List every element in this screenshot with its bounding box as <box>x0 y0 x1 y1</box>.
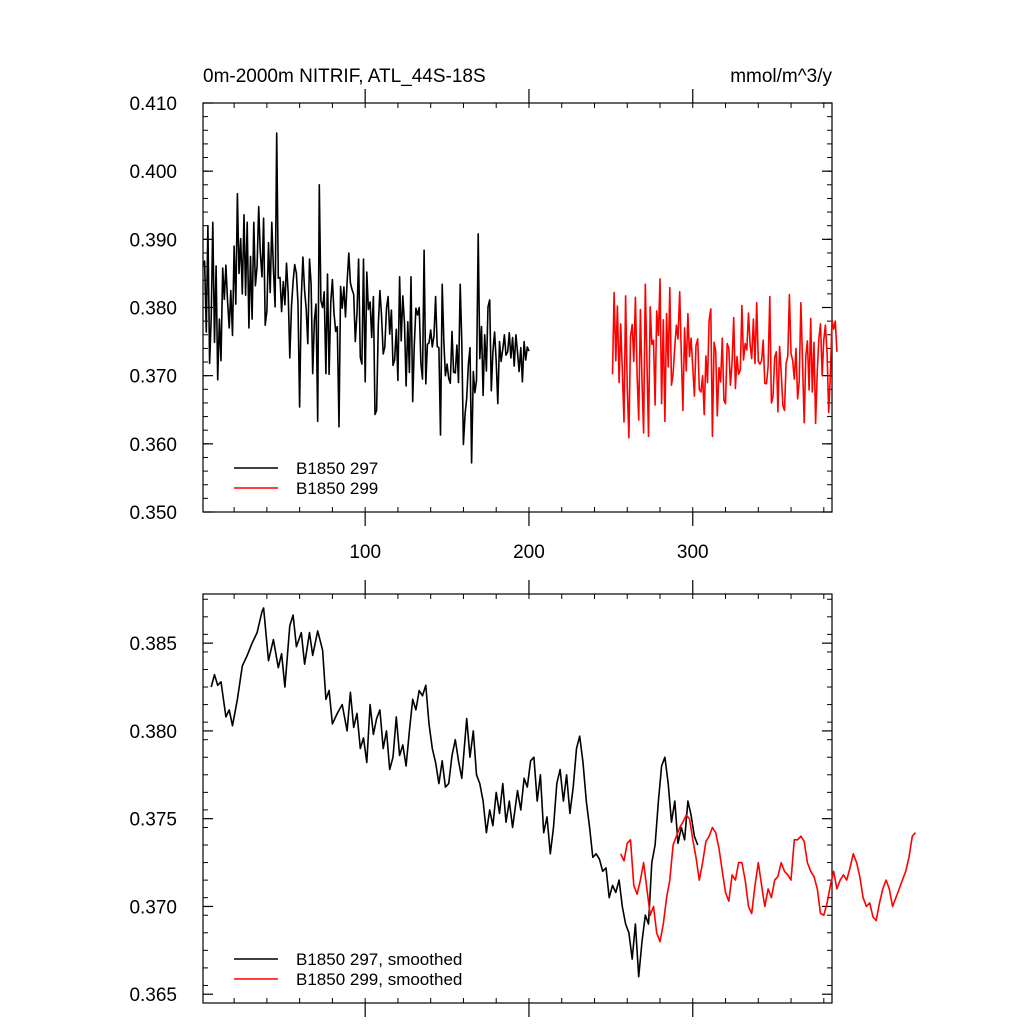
panel-raw-y-tick-label: 0.410 <box>129 94 177 115</box>
panel-raw-x-tick-label: 100 <box>349 542 381 563</box>
panel-smoothed-series-line-1 <box>210 607 699 978</box>
panel-raw-y-tick-label: 0.400 <box>129 162 177 183</box>
panel-smoothed-y-tick-label: 0.365 <box>129 985 177 1006</box>
panel-smoothed-legend-label: B1850 299, smoothed <box>296 970 462 989</box>
panel-smoothed-y-tick-label: 0.385 <box>129 634 177 655</box>
panel-raw-y-tick-label: 0.360 <box>129 435 177 456</box>
panel-raw: 0.350 0.360 0.370 0.380 0.390 0.400 0.410 100 20… <box>129 89 838 563</box>
panel-raw-x-tick-label: 200 <box>513 542 545 563</box>
panel-smoothed-y-tick-label: 0.380 <box>129 722 177 743</box>
panel-smoothed-y-tick-label: 0.370 <box>129 897 177 918</box>
panel-raw-legend-label: B1850 297 <box>296 459 378 478</box>
panel-raw-x-tick-label: 300 <box>677 542 709 563</box>
panel-raw-y-tick-label: 0.380 <box>129 299 177 320</box>
panel-raw-legend-label: B1850 299 <box>296 479 378 498</box>
panel-smoothed-legend-label: B1850 297, smoothed <box>296 950 462 969</box>
chart-units: mmol/m^3/y <box>730 66 832 87</box>
panel-smoothed: 0.365 0.370 0.375 0.380 0.385 B1850 297, smoo… <box>129 580 917 1017</box>
panel-smoothed-series-line-2 <box>619 814 917 943</box>
panel-raw-series-line-2 <box>611 278 838 439</box>
panel-smoothed-frame <box>202 593 833 1004</box>
panel-raw-series-line-1 <box>202 132 530 464</box>
panel-smoothed-y-tick-label: 0.375 <box>129 810 177 831</box>
panel-raw-y-tick-label: 0.390 <box>129 230 177 251</box>
panel-raw-y-tick-label: 0.370 <box>129 367 177 388</box>
panel-raw-y-tick-label: 0.350 <box>129 503 177 524</box>
chart-title: 0m-2000m NITRIF, ATL_44S-18S <box>203 66 486 87</box>
